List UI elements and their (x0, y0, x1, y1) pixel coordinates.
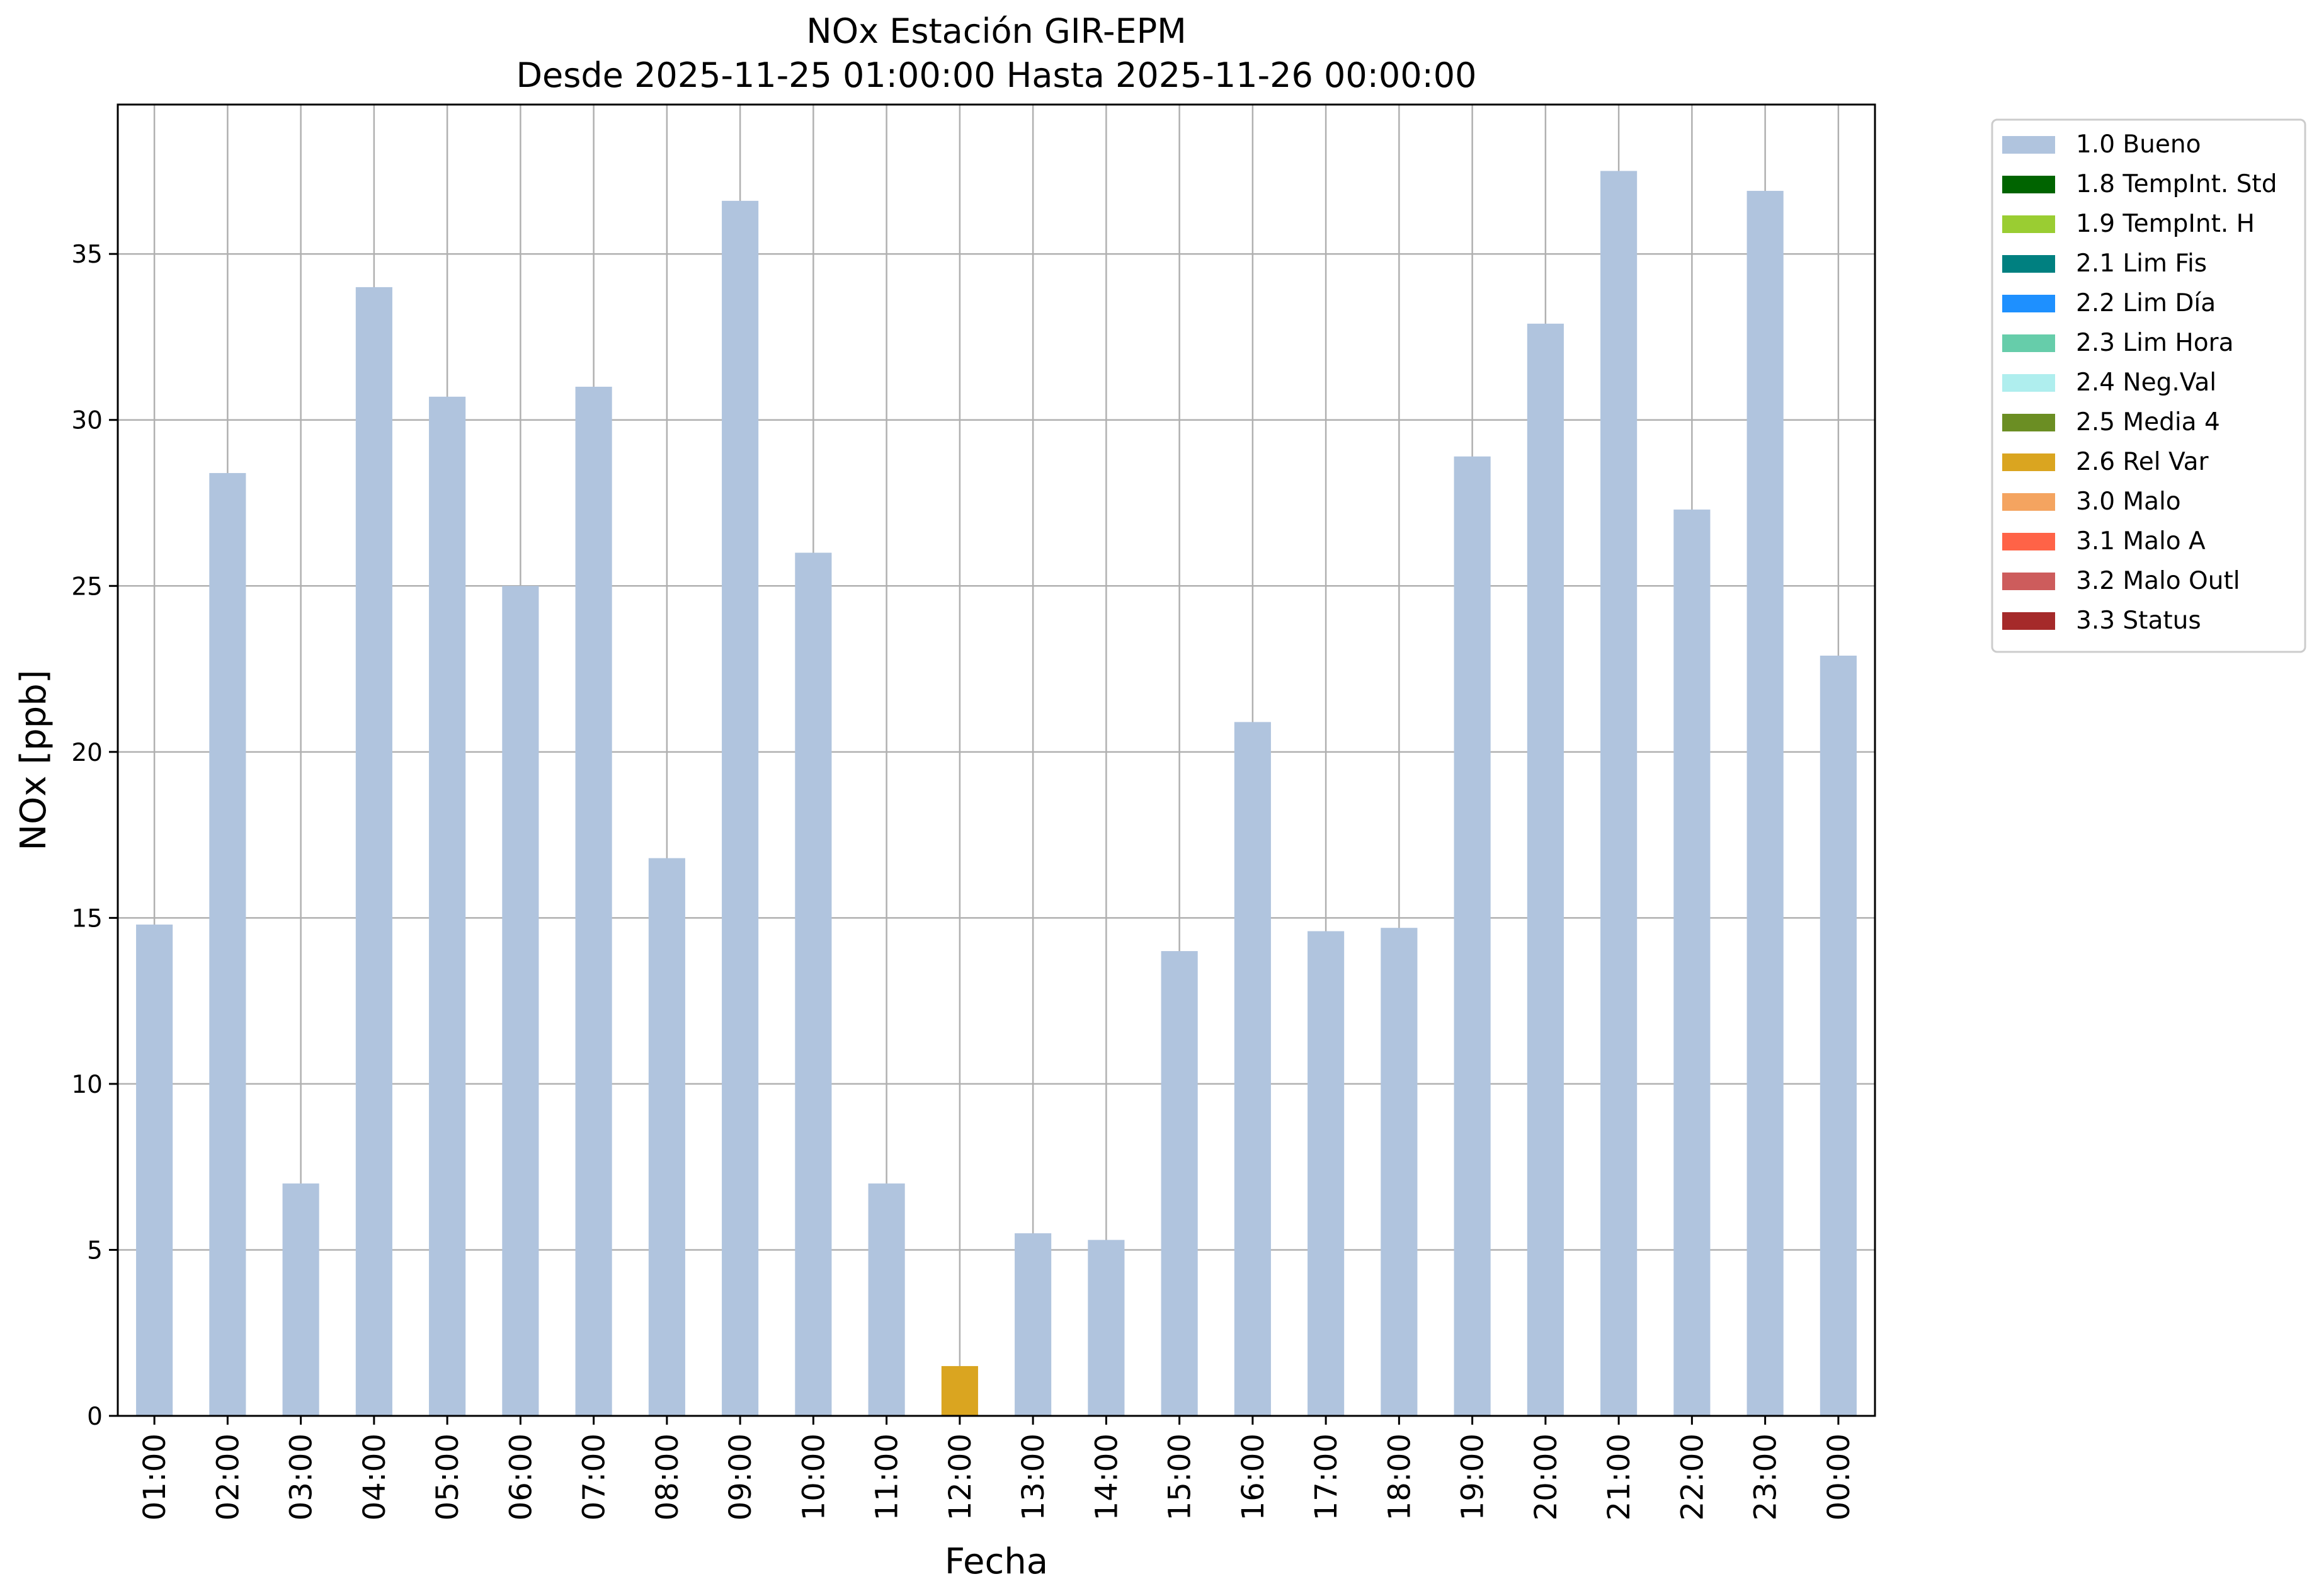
chart-title-line2: Desde 2025-11-25 01:00:00 Hasta 2025-11-… (516, 55, 1476, 95)
legend-label: 2.1 Lim Fis (2076, 249, 2207, 278)
legend-swatch (2002, 453, 2055, 471)
y-tick-label: 5 (87, 1236, 103, 1265)
y-tick-label: 0 (87, 1403, 103, 1431)
legend-label: 2.6 Rel Var (2076, 448, 2209, 476)
x-tick-label: 00:00 (1821, 1434, 1857, 1520)
x-tick-label: 03:00 (284, 1434, 319, 1520)
legend-label: 3.2 Malo Outl (2076, 567, 2240, 595)
bar-0200 (209, 473, 246, 1416)
legend-label: 1.0 Bueno (2076, 130, 2201, 159)
x-tick-label: 12:00 (943, 1434, 978, 1520)
x-tick-label: 13:00 (1016, 1434, 1051, 1520)
legend-label: 2.5 Media 4 (2076, 408, 2220, 436)
legend-swatch (2002, 255, 2055, 273)
bar-0800 (648, 858, 685, 1416)
y-tick-label: 30 (71, 407, 103, 435)
bar-2100 (1600, 171, 1638, 1416)
bar-1600 (1234, 722, 1271, 1416)
legend: 1.0 Bueno 1.8 TempInt. Std 1.9 TempInt. H 2… (1991, 118, 2306, 653)
x-tick-label: 21:00 (1602, 1434, 1637, 1520)
bar-1100 (868, 1183, 905, 1416)
legend-swatch (2002, 493, 2055, 511)
y-tick-label: 15 (71, 904, 103, 933)
bar-0900 (722, 200, 759, 1416)
legend-swatch (2002, 414, 2055, 431)
x-tick-label: 14:00 (1089, 1434, 1124, 1520)
x-axis-ticks: 01:00 02:00 03:00 04:00 05:00 06:00 07:00 08:00… (137, 1416, 1857, 1520)
legend-label: 1.8 TempInt. Std (2076, 170, 2277, 198)
y-tick-label: 35 (71, 241, 103, 269)
bar-1400 (1088, 1240, 1125, 1416)
y-axis-label: NOx [ppb] (13, 670, 54, 850)
x-axis-label: Fecha (945, 1541, 1048, 1582)
legend-swatch (2002, 176, 2055, 193)
y-tick-label: 20 (71, 739, 103, 767)
legend-label: 2.3 Lim Hora (2076, 329, 2234, 357)
x-tick-label: 04:00 (357, 1434, 392, 1520)
bar-0400 (355, 287, 392, 1416)
x-tick-label: 16:00 (1236, 1434, 1271, 1520)
legend-label: 3.3 Status (2076, 607, 2201, 635)
bar-1200 (941, 1365, 978, 1416)
legend-swatch (2002, 374, 2055, 392)
legend-swatch (2002, 533, 2055, 550)
bar-2200 (1673, 510, 1711, 1416)
y-axis-ticks: 0 5 10 15 20 25 30 35 (71, 241, 118, 1431)
legend-label: 3.0 Malo (2076, 487, 2181, 516)
x-tick-label: 02:00 (210, 1434, 246, 1520)
plot-frame (117, 103, 1876, 1417)
bar-2300 (1746, 191, 1784, 1416)
legend-box (1991, 118, 2306, 653)
x-tick-label: 09:00 (723, 1434, 758, 1520)
bar-1900 (1454, 456, 1491, 1416)
bar-0000 (1820, 655, 1857, 1416)
x-tick-label: 22:00 (1675, 1434, 1710, 1520)
x-tick-label: 05:00 (430, 1434, 465, 1520)
x-tick-label: 01:00 (137, 1434, 173, 1520)
chart-title-line1: NOx Estación GIR-EPM (806, 11, 1187, 51)
x-tick-label: 18:00 (1382, 1434, 1417, 1520)
bar-2000 (1527, 323, 1564, 1416)
bar-1000 (795, 552, 832, 1416)
x-tick-label: 17:00 (1309, 1434, 1344, 1520)
legend-label: 2.4 Neg.Val (2076, 368, 2216, 397)
x-tick-label: 11:00 (870, 1434, 905, 1520)
bar-1500 (1161, 951, 1198, 1416)
bars (136, 171, 1857, 1416)
bar-1800 (1381, 928, 1418, 1416)
bar-0500 (429, 396, 466, 1416)
legend-swatch (2002, 136, 2055, 154)
legend-label: 2.2 Lim Día (2076, 289, 2216, 317)
bar-0700 (575, 387, 612, 1416)
bar-0600 (502, 586, 539, 1416)
x-tick-label: 08:00 (650, 1434, 685, 1520)
x-tick-label: 15:00 (1163, 1434, 1198, 1520)
legend-swatch (2002, 612, 2055, 630)
x-tick-label: 23:00 (1748, 1434, 1784, 1520)
x-tick-label: 10:00 (796, 1434, 831, 1520)
bar-0100 (136, 924, 173, 1416)
x-tick-label: 06:00 (503, 1434, 538, 1520)
bar-1300 (1015, 1233, 1052, 1416)
x-tick-label: 20:00 (1529, 1434, 1564, 1520)
y-tick-label: 10 (71, 1071, 103, 1099)
legend-swatch (2002, 334, 2055, 352)
legend-swatch (2002, 295, 2055, 312)
x-tick-label: 07:00 (577, 1434, 612, 1520)
legend-label: 1.9 TempInt. H (2076, 210, 2255, 238)
legend-swatch (2002, 573, 2055, 590)
bar-0300 (282, 1183, 319, 1416)
legend-label: 3.1 Malo A (2076, 527, 2206, 556)
y-tick-label: 25 (71, 573, 103, 601)
legend-swatch (2002, 215, 2055, 233)
x-tick-label: 19:00 (1456, 1434, 1491, 1520)
bar-1700 (1308, 931, 1345, 1416)
